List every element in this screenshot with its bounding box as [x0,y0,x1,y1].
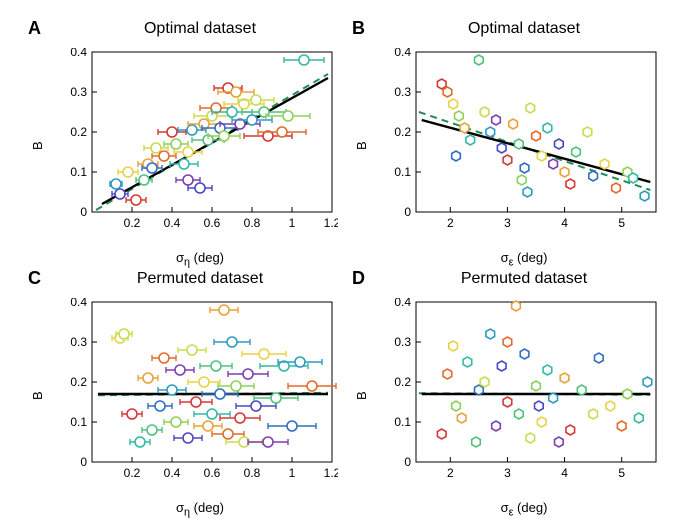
panel-d-label: D [352,268,365,289]
svg-text:1.2: 1.2 [324,466,338,480]
panel-b-plot: 2 3 4 5 0 0.1 0.2 0.3 0.4 [382,48,662,238]
panel-c-label: C [28,268,41,289]
svg-text:0.2: 0.2 [124,466,141,480]
svg-text:4: 4 [561,216,568,230]
svg-text:0.4: 0.4 [164,466,181,480]
svg-text:0.6: 0.6 [204,466,221,480]
svg-text:0.2: 0.2 [70,375,87,389]
svg-text:0.3: 0.3 [70,335,87,349]
panel-a-title: Optimal dataset [110,20,290,38]
panel-d-xlabel: σε (deg) [474,500,574,519]
svg-text:3: 3 [504,216,511,230]
svg-text:3: 3 [504,466,511,480]
sigma-eta-label-c: ση (deg) [176,500,224,515]
svg-text:0.6: 0.6 [204,216,221,230]
panel-d-title: Permuted dataset [434,270,614,288]
svg-text:4: 4 [561,466,568,480]
svg-text:0: 0 [80,455,87,469]
svg-text:0: 0 [404,205,411,219]
panel-b-ylabel: B [354,141,369,150]
svg-text:0.3: 0.3 [394,85,411,99]
svg-text:0.4: 0.4 [70,298,87,309]
panel-a-xlabel: ση (deg) [150,250,250,269]
svg-text:0.3: 0.3 [394,335,411,349]
svg-text:0.2: 0.2 [124,216,141,230]
panel-b-xlabel: σε (deg) [474,250,574,269]
figure: A Optimal dataset B 0.2 0.4 0.6 0.8 1 1.2 0 0.1… [0,0,684,519]
sigma-eps-label: σε (deg) [501,250,548,265]
panel-a-plot: 0.2 0.4 0.6 0.8 1 1.2 0 0.1 0.2 0.3 0.4 [58,48,338,238]
panel-c-ylabel: B [30,391,45,400]
panel-b-label: B [352,18,365,39]
svg-text:5: 5 [618,466,625,480]
panel-b-title: Optimal dataset [434,20,614,38]
panel-c-title: Permuted dataset [110,270,290,288]
svg-text:0.1: 0.1 [70,165,87,179]
svg-text:0.2: 0.2 [394,375,411,389]
svg-text:0.8: 0.8 [244,466,261,480]
panel-a-label: A [28,18,41,39]
panel-d-ylabel: B [354,391,369,400]
svg-text:0.1: 0.1 [70,415,87,429]
panel-c-xlabel: ση (deg) [150,500,250,519]
panel-a-ylabel: B [30,141,45,150]
panel-c-plot: 0.2 0.4 0.6 0.8 1 1.2 0 0.1 0.2 0.3 0.4 [58,298,338,488]
svg-text:0.2: 0.2 [394,125,411,139]
svg-text:5: 5 [618,216,625,230]
svg-text:1: 1 [289,216,296,230]
svg-text:1.2: 1.2 [324,216,338,230]
svg-text:0: 0 [80,205,87,219]
sigma-eta-label: ση (deg) [176,250,224,265]
svg-text:0.2: 0.2 [70,125,87,139]
svg-text:0.4: 0.4 [164,216,181,230]
svg-text:1: 1 [289,466,296,480]
svg-text:2: 2 [447,466,454,480]
svg-text:0.1: 0.1 [394,165,411,179]
svg-text:2: 2 [447,216,454,230]
panel-d-plot: 2 3 4 5 0 0.1 0.2 0.3 0.4 [382,298,662,488]
svg-text:0.1: 0.1 [394,415,411,429]
svg-text:0.4: 0.4 [70,48,87,59]
svg-text:0: 0 [404,455,411,469]
svg-text:0.4: 0.4 [394,48,411,59]
svg-text:0.4: 0.4 [394,298,411,309]
sigma-eps-label-d: σε (deg) [501,500,548,515]
svg-text:0.8: 0.8 [244,216,261,230]
svg-text:0.3: 0.3 [70,85,87,99]
